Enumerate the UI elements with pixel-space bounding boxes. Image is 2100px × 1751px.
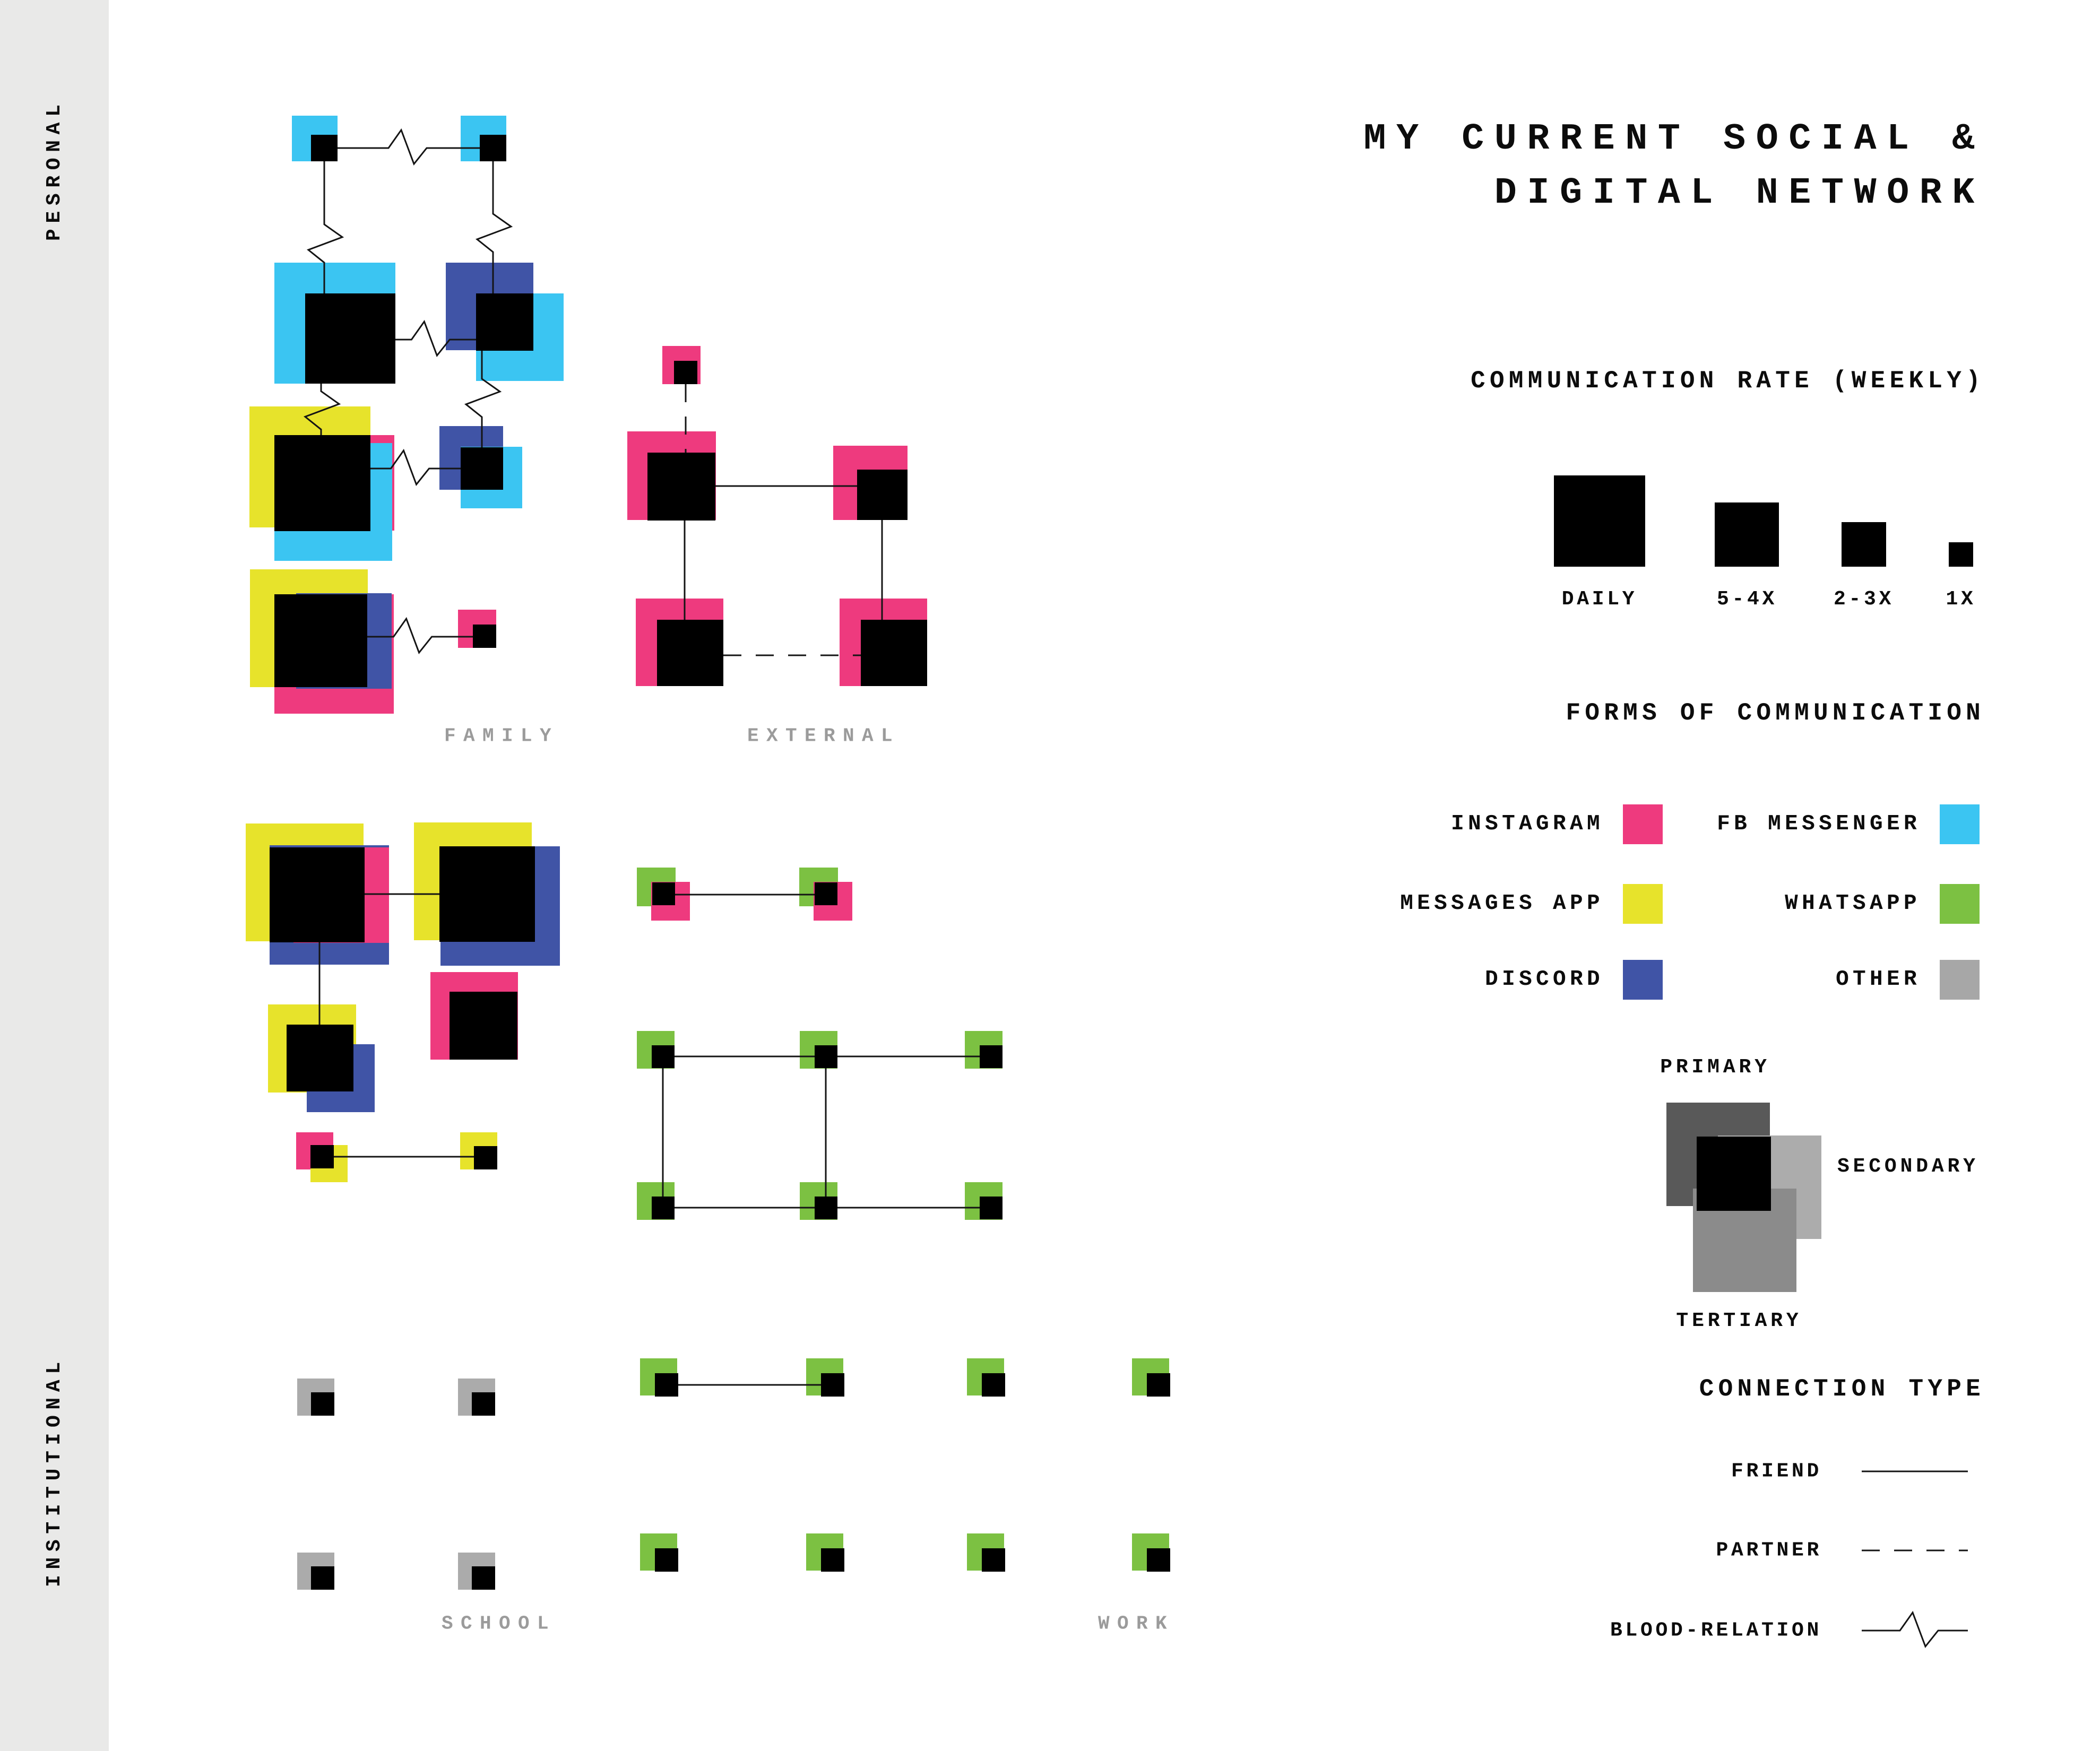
fb-messenger-swatch xyxy=(1940,804,1980,844)
rate-square-2-3x xyxy=(1842,522,1886,567)
messages-app-label: MESSAGES APP xyxy=(1400,891,1604,916)
connection-lines xyxy=(304,128,980,1386)
instagram-swatch xyxy=(1623,804,1663,844)
node-S3 xyxy=(287,1025,353,1091)
node-G4 xyxy=(815,1045,837,1068)
secondary-label: SECONDARY xyxy=(1837,1155,1979,1178)
other-label: OTHER xyxy=(1836,967,1921,992)
cluster-label-family: FAMILY xyxy=(444,725,559,747)
instagram-label: INSTAGRAM xyxy=(1451,812,1604,836)
rate-label-1x: 1X xyxy=(1946,588,1976,611)
node-G1 xyxy=(652,882,675,905)
node-W7 xyxy=(982,1548,1005,1572)
node-F4 xyxy=(476,293,533,351)
rate-label-5-4x: 5-4X xyxy=(1716,588,1778,611)
node-S4 xyxy=(450,992,517,1060)
node-E2 xyxy=(647,453,715,521)
node-G2 xyxy=(815,882,837,905)
connection-type-heading: CONNECTION TYPE xyxy=(1699,1375,1985,1403)
cluster-label-school: SCHOOL xyxy=(441,1613,557,1635)
node-G7 xyxy=(815,1197,837,1219)
node-G6 xyxy=(652,1197,675,1219)
whatsapp-swatch xyxy=(1940,884,1980,924)
node-E5 xyxy=(861,620,927,686)
node-F6 xyxy=(461,447,503,490)
node-G8 xyxy=(980,1197,1003,1219)
tertiary-label: TERTIARY xyxy=(1676,1310,1802,1332)
messages-app-swatch xyxy=(1623,884,1663,924)
node-E1 xyxy=(674,361,697,384)
node-S6 xyxy=(474,1146,497,1169)
rate-square-1x xyxy=(1949,542,1973,567)
node-GR2 xyxy=(472,1392,495,1416)
node-GR4 xyxy=(472,1566,495,1590)
forms-heading: FORMS OF COMMUNICATION xyxy=(1566,699,1985,727)
node-S1 xyxy=(270,847,365,942)
node-W6 xyxy=(821,1548,844,1572)
friend-label: FRIEND xyxy=(1731,1460,1822,1483)
node-W3 xyxy=(982,1373,1005,1397)
node-S2 xyxy=(439,846,535,942)
communication-rate-heading: COMMUNICATION RATE (WEEKLY) xyxy=(1471,367,1985,395)
whatsapp-label: WHATSAPP xyxy=(1785,891,1921,916)
node-E3 xyxy=(857,470,908,520)
rate-square-5-4x xyxy=(1715,502,1779,567)
poster-title-line1: MY CURRENT SOCIAL & xyxy=(1363,118,1985,160)
node-W8 xyxy=(1147,1548,1170,1572)
cluster-label-external: EXTERNAL xyxy=(747,725,901,747)
node-W2 xyxy=(821,1373,844,1397)
discord-label: DISCORD xyxy=(1485,967,1604,992)
primary-label: PRIMARY xyxy=(1660,1056,1770,1079)
node-GR3 xyxy=(311,1566,334,1590)
partner-label: PARTNER xyxy=(1716,1539,1822,1562)
node-F2 xyxy=(480,135,506,161)
node-W4 xyxy=(1147,1373,1170,1397)
node-W5 xyxy=(655,1548,678,1572)
poster-title-line2: DIGITAL NETWORK xyxy=(1494,172,1985,214)
hierarchy-black-square xyxy=(1697,1137,1771,1211)
other-swatch xyxy=(1940,960,1980,1000)
blood-relation-line-sample xyxy=(1862,1610,1968,1648)
node-F8 xyxy=(473,625,496,648)
node-black-squares xyxy=(270,135,1170,1590)
node-F1 xyxy=(311,135,338,161)
node-GR1 xyxy=(311,1392,334,1416)
rate-label-daily: DAILY xyxy=(1561,588,1638,611)
fb-messenger-label: FB MESSENGER xyxy=(1717,812,1921,836)
partner-line-sample xyxy=(1862,1549,1968,1551)
blood-relation-label: BLOOD-RELATION xyxy=(1610,1619,1822,1642)
friend-line-sample xyxy=(1862,1470,1968,1472)
node-W1 xyxy=(655,1373,678,1397)
node-G5 xyxy=(980,1045,1003,1068)
node-G3 xyxy=(652,1045,675,1068)
node-F7 xyxy=(274,594,367,687)
node-F3 xyxy=(305,293,395,384)
sidebar-strip: PESRONAL INSTITUTIONAL xyxy=(0,0,109,1751)
rate-label-2-3x: 2-3X xyxy=(1833,588,1895,611)
poster-title: MY CURRENT SOCIAL & DIGITAL NETWORK xyxy=(1363,112,1985,220)
rate-square-daily xyxy=(1554,475,1645,567)
node-S5 xyxy=(310,1145,334,1168)
node-F5 xyxy=(274,435,370,531)
node-E4 xyxy=(657,620,723,686)
cluster-label-work: WORK xyxy=(1097,1613,1175,1635)
discord-swatch xyxy=(1623,960,1663,1000)
